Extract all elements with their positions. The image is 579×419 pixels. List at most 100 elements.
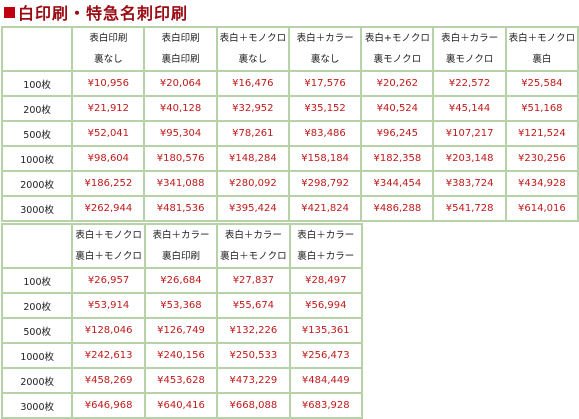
column-header: 表白＋カラー 裏白＋カラー xyxy=(290,225,361,267)
price-cell: ¥121,524 xyxy=(506,122,577,145)
header-front-label: 表白＋モノクロ xyxy=(508,33,576,44)
page-title: 白印刷・特急名刺印刷 xyxy=(4,1,188,23)
price-cell: ¥668,088 xyxy=(218,394,289,417)
price-cell: ¥45,144 xyxy=(434,97,505,120)
table-row: 500枚 ¥128,046 ¥126,749 ¥132,226 ¥135,361 xyxy=(3,319,361,342)
price-cell: ¥40,524 xyxy=(362,97,433,120)
price-cell: ¥344,454 xyxy=(362,172,433,195)
table-row: 100枚 ¥26,957 ¥26,684 ¥27,837 ¥28,497 xyxy=(3,269,361,292)
price-cell: ¥25,584 xyxy=(506,72,577,95)
price-cell: ¥126,749 xyxy=(145,319,217,342)
header-back-label: 裏白印刷 xyxy=(161,251,200,262)
price-cell: ¥32,952 xyxy=(217,97,288,120)
price-cell: ¥186,252 xyxy=(73,172,144,195)
table-row: 2000枚 ¥458,269 ¥453,628 ¥473,229 ¥484,449 xyxy=(3,369,361,392)
quantity-label: 3000枚 xyxy=(3,394,72,417)
price-cell: ¥640,416 xyxy=(145,394,217,417)
quantity-label: 200枚 xyxy=(3,294,72,317)
header-front-label: 表白＋カラー xyxy=(152,230,210,241)
quantity-label: 2000枚 xyxy=(3,172,72,195)
column-header: 表白＋カラー 裏白印刷 xyxy=(145,225,217,267)
table-row: 1000枚 ¥98,604 ¥180,576 ¥148,284 ¥158,184 ¥182… xyxy=(3,147,577,170)
quantity-label: 500枚 xyxy=(3,319,72,342)
price-cell: ¥262,944 xyxy=(73,197,144,220)
column-header: 表白＋モノクロ 裏白 xyxy=(506,28,577,70)
column-header: 表白＋モノクロ 裏白＋モノクロ xyxy=(73,225,144,267)
quantity-label: 1000枚 xyxy=(3,344,72,367)
price-cell: ¥646,968 xyxy=(73,394,144,417)
column-header: 表白＋カラー 裏なし xyxy=(289,28,361,70)
price-cell: ¥78,261 xyxy=(217,122,288,145)
price-cell: ¥614,016 xyxy=(506,197,577,220)
price-table-1: 表白印刷 裏なし 表白印刷 裏白印刷 表白＋モノクロ 裏なし 表白＋カラー 裏なし 表白+モノク… xyxy=(1,26,579,222)
price-cell: ¥180,576 xyxy=(145,147,216,170)
price-cell: ¥17,576 xyxy=(289,72,361,95)
price-cell: ¥280,092 xyxy=(217,172,288,195)
price-cell: ¥16,476 xyxy=(217,72,288,95)
price-cell: ¥53,914 xyxy=(73,294,144,317)
page-title-text: 白印刷・特急名刺印刷 xyxy=(18,4,189,23)
quantity-label: 100枚 xyxy=(3,72,72,95)
header-row: 表白＋モノクロ 裏白＋モノクロ 表白＋カラー 裏白印刷 表白＋カラー 裏白＋モノクロ 表白＋… xyxy=(3,225,361,267)
corner-cell xyxy=(3,225,72,267)
quantity-label: 1000枚 xyxy=(3,147,72,170)
header-front-label: 表白+モノクロ xyxy=(364,33,430,44)
price-cell: ¥240,156 xyxy=(145,344,217,367)
header-front-label: 表白＋カラー xyxy=(296,33,354,44)
price-cell: ¥52,041 xyxy=(73,122,144,145)
price-cell: ¥230,256 xyxy=(506,147,577,170)
corner-cell xyxy=(3,28,72,70)
price-cell: ¥453,628 xyxy=(145,369,217,392)
price-cell: ¥203,148 xyxy=(434,147,505,170)
header-front-label: 表白＋カラー xyxy=(224,230,282,241)
column-header: 表白＋モノクロ 裏なし xyxy=(217,28,288,70)
price-cell: ¥107,217 xyxy=(434,122,505,145)
price-cell: ¥135,361 xyxy=(290,319,361,342)
price-cell: ¥298,792 xyxy=(289,172,361,195)
header-front-label: 表白＋モノクロ xyxy=(75,230,142,241)
price-table-2: 表白＋モノクロ 裏白＋モノクロ 表白＋カラー 裏白印刷 表白＋カラー 裏白＋モノクロ 表白＋… xyxy=(1,223,363,419)
quantity-label: 100枚 xyxy=(3,269,72,292)
header-back-label: 裏白印刷 xyxy=(161,54,200,65)
header-back-label: 裏モノクロ xyxy=(373,54,422,65)
price-cell: ¥250,533 xyxy=(218,344,289,367)
price-cell: ¥53,368 xyxy=(145,294,217,317)
price-cell: ¥683,928 xyxy=(290,394,361,417)
price-cell: ¥486,288 xyxy=(362,197,433,220)
header-back-label: 裏白＋カラー xyxy=(297,251,355,262)
table-row: 1000枚 ¥242,613 ¥240,156 ¥250,533 ¥256,473 xyxy=(3,344,361,367)
table-row: 2000枚 ¥186,252 ¥341,088 ¥280,092 ¥298,792 ¥34… xyxy=(3,172,577,195)
price-cell: ¥21,912 xyxy=(73,97,144,120)
price-cell: ¥35,152 xyxy=(289,97,361,120)
column-header: 表白+モノクロ 裏モノクロ xyxy=(362,28,433,70)
price-cell: ¥383,724 xyxy=(434,172,505,195)
price-cell: ¥26,684 xyxy=(145,269,217,292)
price-cell: ¥51,168 xyxy=(506,97,577,120)
price-cell: ¥28,497 xyxy=(290,269,361,292)
table-row: 200枚 ¥21,912 ¥40,128 ¥32,952 ¥35,152 ¥40,524 ¥… xyxy=(3,97,577,120)
header-back-label: 裏なし xyxy=(94,54,123,65)
header-back-label: 裏なし xyxy=(238,54,268,65)
quantity-label: 200枚 xyxy=(3,97,72,120)
price-cell: ¥458,269 xyxy=(73,369,144,392)
table-row: 100枚 ¥10,956 ¥20,064 ¥16,476 ¥17,576 ¥20,262 ¥… xyxy=(3,72,577,95)
square-bullet-icon xyxy=(4,6,15,18)
price-cell: ¥27,837 xyxy=(218,269,289,292)
price-cell: ¥148,284 xyxy=(217,147,288,170)
header-back-label: 裏なし xyxy=(310,54,340,65)
table-row: 200枚 ¥53,914 ¥53,368 ¥55,674 ¥56,994 xyxy=(3,294,361,317)
header-back-label: 裏白 xyxy=(532,54,552,65)
price-cell: ¥10,956 xyxy=(73,72,144,95)
column-header: 表白＋カラー 裏白＋モノクロ xyxy=(218,225,289,267)
header-front-label: 表白＋モノクロ xyxy=(219,33,287,44)
quantity-label: 2000枚 xyxy=(3,369,72,392)
quantity-label: 3000枚 xyxy=(3,197,72,220)
quantity-label: 500枚 xyxy=(3,122,72,145)
price-cell: ¥26,957 xyxy=(73,269,144,292)
price-cell: ¥421,824 xyxy=(289,197,361,220)
price-cell: ¥40,128 xyxy=(145,97,216,120)
header-front-label: 表白＋カラー xyxy=(441,33,499,44)
price-cell: ¥473,229 xyxy=(218,369,289,392)
header-front-label: 表白＋カラー xyxy=(297,230,355,241)
table-row: 3000枚 ¥646,968 ¥640,416 ¥668,088 ¥683,928 xyxy=(3,394,361,417)
